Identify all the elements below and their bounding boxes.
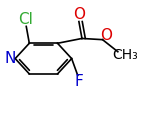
Text: CH₃: CH₃ bbox=[113, 48, 138, 62]
Text: Cl: Cl bbox=[18, 12, 33, 27]
Text: O: O bbox=[100, 28, 112, 43]
Text: F: F bbox=[75, 74, 84, 89]
Text: O: O bbox=[73, 7, 85, 22]
Text: N: N bbox=[5, 51, 16, 66]
